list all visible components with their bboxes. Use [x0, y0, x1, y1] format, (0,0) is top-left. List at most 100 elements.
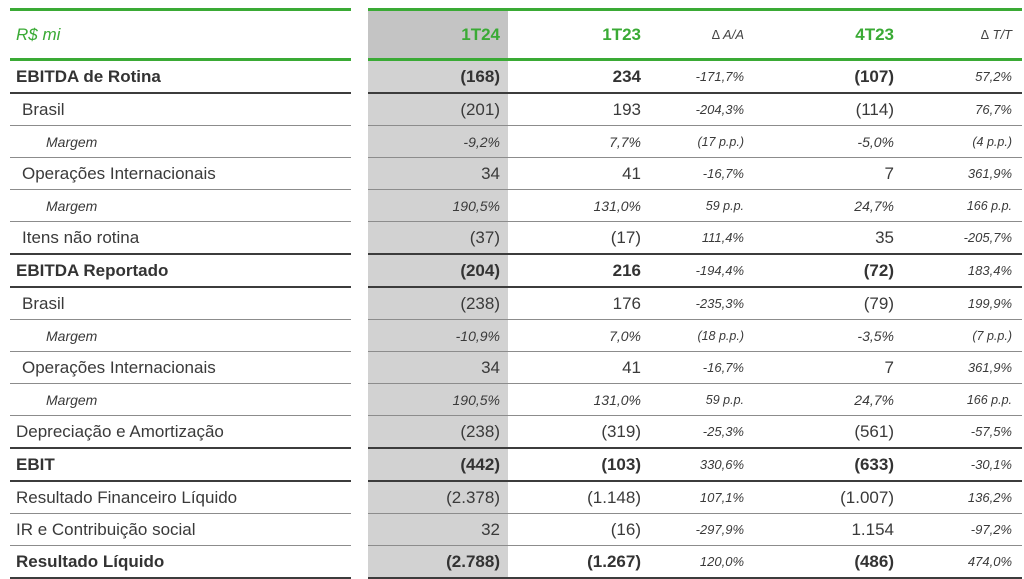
- value-1t23: (1.148): [508, 481, 649, 514]
- delta-aa: (17 p.p.): [649, 125, 754, 158]
- row-label: IR e Contribuição social: [10, 513, 351, 546]
- table-row: EBITDA Reportado (204) 216 -194,4% (72) 183,4…: [10, 254, 1022, 288]
- delta-tt: 183,4%: [902, 254, 1022, 288]
- delta-tt: -30,1%: [902, 448, 1022, 482]
- delta-aa: 111,4%: [649, 221, 754, 255]
- row-label: Brasil: [10, 287, 351, 320]
- row-label: Operações Internacionais: [10, 157, 351, 190]
- value-1t24: (2.378): [368, 481, 508, 514]
- delta-tt: -205,7%: [902, 221, 1022, 255]
- delta-aa: -204,3%: [649, 93, 754, 126]
- table-row: EBITDA de Rotina (168) 234 -171,7% (107) 57,2…: [10, 59, 1022, 94]
- delta-aa: 330,6%: [649, 448, 754, 482]
- row-label: Margem: [10, 383, 351, 416]
- value-4t23: 24,7%: [754, 383, 902, 416]
- delta-tt: 474,0%: [902, 545, 1022, 579]
- value-1t23: 193: [508, 93, 649, 126]
- value-1t24: (442): [368, 448, 508, 482]
- delta-tt: 361,9%: [902, 157, 1022, 190]
- delta-tt: -97,2%: [902, 513, 1022, 546]
- delta-aa: -16,7%: [649, 157, 754, 190]
- row-label: Margem: [10, 319, 351, 352]
- value-4t23: -3,5%: [754, 319, 902, 352]
- row-label: Brasil: [10, 93, 351, 126]
- row-label: Margem: [10, 125, 351, 158]
- value-4t23: (79): [754, 287, 902, 320]
- delta-tt: 166 p.p.: [902, 383, 1022, 416]
- value-1t24: 190,5%: [368, 189, 508, 222]
- table-row: EBIT (442) (103) 330,6% (633) -30,1%: [10, 448, 1022, 482]
- table-row: Margem 190,5% 131,0% 59 p.p. 24,7% 166 p.p.: [10, 189, 1022, 222]
- delta-tt: 57,2%: [902, 59, 1022, 94]
- value-1t24: 34: [368, 351, 508, 384]
- header-delta-aa: ∆ A/A: [649, 8, 754, 61]
- value-1t24: (168): [368, 59, 508, 94]
- value-1t24: 34: [368, 157, 508, 190]
- value-4t23: (107): [754, 59, 902, 94]
- delta-tt: 76,7%: [902, 93, 1022, 126]
- table-row: Margem 190,5% 131,0% 59 p.p. 24,7% 166 p.p.: [10, 383, 1022, 416]
- delta-aa: -171,7%: [649, 59, 754, 94]
- value-1t23: 41: [508, 157, 649, 190]
- value-1t23: 131,0%: [508, 383, 649, 416]
- value-1t23: 41: [508, 351, 649, 384]
- table-row: Brasil (201) 193 -204,3% (114) 76,7%: [10, 93, 1022, 126]
- table-row: Margem -10,9% 7,0% (18 p.p.) -3,5% (7 p.p.): [10, 319, 1022, 352]
- value-1t23: (16): [508, 513, 649, 546]
- value-4t23: (633): [754, 448, 902, 482]
- delta-aa: 120,0%: [649, 545, 754, 579]
- table-row: Brasil (238) 176 -235,3% (79) 199,9%: [10, 287, 1022, 320]
- table-row: Resultado Financeiro Líquido (2.378) (1.14…: [10, 481, 1022, 514]
- financial-table: R$ mi 1T24 1T23 ∆ A/A 4T23 ∆ T/T EBITDA …: [10, 8, 1022, 579]
- delta-aa: -297,9%: [649, 513, 754, 546]
- row-label: EBIT: [10, 448, 351, 482]
- value-1t23: (1.267): [508, 545, 649, 579]
- value-4t23: (72): [754, 254, 902, 288]
- value-4t23: 35: [754, 221, 902, 255]
- delta-aa: -194,4%: [649, 254, 754, 288]
- value-1t24: -10,9%: [368, 319, 508, 352]
- table-row: Operações Internacionais 34 41 -16,7% 7 361,9…: [10, 351, 1022, 384]
- row-label: Operações Internacionais: [10, 351, 351, 384]
- value-4t23: (114): [754, 93, 902, 126]
- row-label: Depreciação e Amortização: [10, 415, 351, 449]
- value-1t24: (2.788): [368, 545, 508, 579]
- value-1t23: 216: [508, 254, 649, 288]
- header-1t23: 1T23: [508, 8, 649, 61]
- delta-aa: -235,3%: [649, 287, 754, 320]
- delta-aa: -16,7%: [649, 351, 754, 384]
- delta-tt: 361,9%: [902, 351, 1022, 384]
- table-header-row: R$ mi 1T24 1T23 ∆ A/A 4T23 ∆ T/T: [10, 8, 1022, 61]
- value-1t23: 234: [508, 59, 649, 94]
- header-1t24: 1T24: [368, 8, 508, 61]
- value-1t23: 131,0%: [508, 189, 649, 222]
- table-row: Resultado Líquido (2.788) (1.267) 120,0% (48…: [10, 545, 1022, 579]
- table-row: IR e Contribuição social 32 (16) -297,9% 1.1…: [10, 513, 1022, 546]
- row-label: Resultado Líquido: [10, 545, 351, 579]
- value-4t23: 1.154: [754, 513, 902, 546]
- table-row: Depreciação e Amortização (238) (319) -25,3…: [10, 415, 1022, 449]
- delta-aa: 59 p.p.: [649, 189, 754, 222]
- row-label: EBITDA Reportado: [10, 254, 351, 288]
- delta-aa: 107,1%: [649, 481, 754, 514]
- value-4t23: -5,0%: [754, 125, 902, 158]
- value-4t23: 7: [754, 351, 902, 384]
- value-1t24: 190,5%: [368, 383, 508, 416]
- delta-tt: (7 p.p.): [902, 319, 1022, 352]
- value-4t23: 24,7%: [754, 189, 902, 222]
- value-1t23: 7,0%: [508, 319, 649, 352]
- header-4t23: 4T23: [754, 8, 902, 61]
- value-4t23: (561): [754, 415, 902, 449]
- value-1t23: 7,7%: [508, 125, 649, 158]
- value-1t24: (37): [368, 221, 508, 255]
- row-label: Resultado Financeiro Líquido: [10, 481, 351, 514]
- value-1t24: 32: [368, 513, 508, 546]
- value-4t23: (486): [754, 545, 902, 579]
- value-1t23: (103): [508, 448, 649, 482]
- row-label: Itens não rotina: [10, 221, 351, 255]
- value-4t23: 7: [754, 157, 902, 190]
- delta-aa: (18 p.p.): [649, 319, 754, 352]
- delta-tt: -57,5%: [902, 415, 1022, 449]
- table-row: Operações Internacionais 34 41 -16,7% 7 361,9…: [10, 157, 1022, 190]
- value-1t24: (238): [368, 415, 508, 449]
